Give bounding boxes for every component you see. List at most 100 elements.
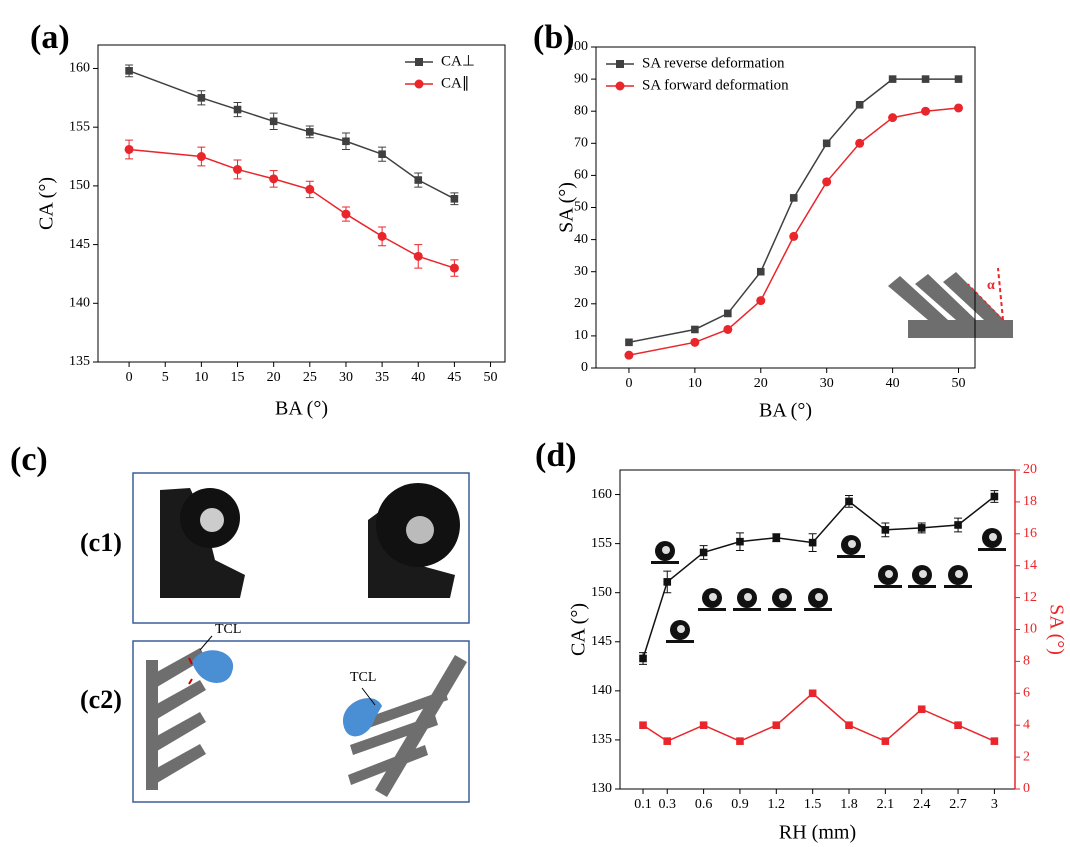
marker — [789, 194, 798, 202]
legend-marker — [415, 58, 423, 66]
marker — [772, 721, 781, 729]
y-tick-label: 20 — [574, 296, 588, 311]
row-label: (c2) — [80, 685, 122, 714]
marker — [377, 231, 387, 241]
x-tick-label: 3 — [991, 797, 998, 812]
marker — [691, 325, 699, 334]
marker — [808, 538, 817, 547]
x-tick-label: 10 — [194, 370, 208, 385]
marker — [414, 176, 423, 184]
y-tick-label: 90 — [574, 71, 588, 86]
y-tick-label: 155 — [591, 536, 612, 551]
marker — [756, 296, 766, 306]
y2-tick-label: 12 — [1023, 590, 1037, 605]
droplet-icon — [768, 588, 796, 611]
y2-tick-label: 4 — [1023, 717, 1030, 732]
icon-base — [666, 640, 694, 643]
marker — [822, 139, 831, 148]
x-tick-label: 40 — [886, 376, 900, 391]
annotation: TCL — [215, 622, 241, 637]
marker — [663, 737, 672, 745]
x-tick-label: 25 — [303, 370, 317, 385]
panel-label: (d) — [535, 437, 577, 474]
icon-shine — [885, 570, 893, 578]
marker — [990, 737, 999, 745]
panel-c: (c) (c1) (c2) TCL TCL — [10, 441, 470, 803]
inset-diagram: α — [888, 267, 1013, 338]
y-tick-label: 50 — [574, 200, 588, 215]
y-tick-label: 10 — [574, 328, 588, 343]
y2-tick-label: 18 — [1023, 494, 1037, 509]
marker — [699, 721, 708, 729]
y-axis-label: CA (°) — [568, 603, 590, 656]
x-tick-label: 10 — [688, 376, 702, 391]
icon-base — [944, 585, 972, 588]
marker — [822, 177, 832, 187]
marker — [233, 105, 242, 114]
icon-shine — [848, 540, 856, 548]
marker — [772, 533, 781, 542]
x-tick-label: 0.1 — [634, 797, 652, 812]
y-tick-label: 70 — [574, 136, 588, 151]
series-line — [628, 107, 959, 356]
marker — [449, 263, 459, 273]
row-label: (c1) — [80, 528, 122, 557]
x-axis-label: BA (°) — [759, 400, 812, 422]
droplet-icon — [908, 565, 936, 588]
marker — [625, 338, 633, 347]
marker — [624, 350, 634, 360]
y-tick-label: 160 — [69, 61, 90, 76]
legend-label: SA reverse deformation — [642, 55, 785, 71]
y-tick-label: 145 — [591, 634, 612, 649]
legend-marker — [615, 81, 625, 91]
y-tick-label: 80 — [574, 103, 588, 118]
marker — [888, 113, 898, 123]
droplet-icon — [698, 588, 726, 611]
marker — [917, 524, 926, 532]
x-tick-label: 20 — [267, 370, 281, 385]
y2-tick-label: 10 — [1023, 622, 1037, 637]
y-tick-label: 30 — [574, 264, 588, 279]
x-tick-label: 30 — [339, 370, 353, 385]
marker — [789, 231, 799, 241]
plot-frame — [97, 44, 506, 363]
panel-label: (c) — [10, 441, 48, 478]
y2-tick-label: 20 — [1023, 462, 1037, 477]
droplet-icon — [733, 588, 761, 611]
marker — [639, 654, 647, 663]
y2-tick-label: 14 — [1023, 558, 1037, 573]
marker — [269, 174, 279, 184]
icon-shine — [779, 593, 787, 601]
marker — [639, 721, 647, 729]
y-tick-label: 60 — [574, 168, 588, 183]
panel-label: (a) — [30, 19, 70, 56]
x-tick-label: 30 — [820, 376, 834, 391]
icon-shine — [662, 546, 670, 554]
plot-frame — [595, 46, 976, 369]
x-tick-label: 2.7 — [949, 797, 967, 812]
icon-base — [908, 585, 936, 588]
marker — [855, 138, 865, 148]
y-tick-label: 155 — [69, 119, 90, 134]
marker — [845, 721, 853, 729]
x-tick-label: 0 — [625, 376, 632, 391]
marker — [954, 521, 962, 529]
marker — [450, 195, 459, 203]
x-axis-label: BA (°) — [275, 398, 328, 420]
x-tick-label: 1.2 — [768, 797, 786, 812]
icon-shine — [677, 625, 685, 633]
x-tick-label: 1.8 — [840, 797, 858, 812]
marker — [413, 251, 423, 261]
series-line — [628, 78, 959, 344]
marker — [342, 137, 350, 146]
marker — [990, 492, 999, 501]
marker — [124, 144, 134, 154]
droplet-icon — [978, 528, 1006, 551]
marker — [699, 548, 708, 557]
icon-base — [837, 555, 865, 558]
legend-marker — [616, 60, 624, 68]
icon-shine — [955, 570, 963, 578]
marker — [855, 100, 864, 109]
marker — [808, 689, 817, 698]
x-tick-label: 15 — [231, 370, 245, 385]
